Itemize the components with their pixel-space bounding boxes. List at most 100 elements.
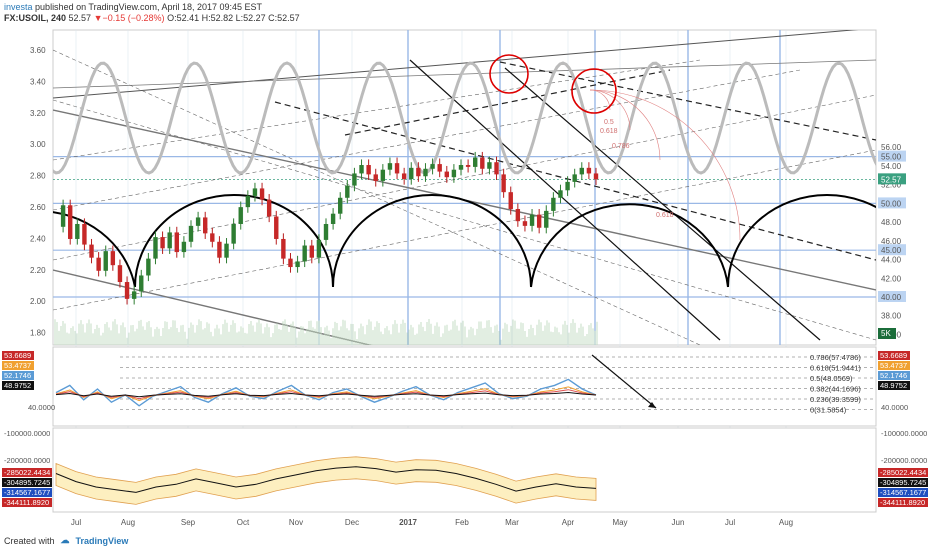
osc-value-1-1: 53.4737 (880, 361, 907, 370)
right-label-bg-1 (878, 150, 906, 162)
ind-value-2-1: -314567.1677 (880, 488, 926, 497)
black-dashed-up (344, 69, 671, 136)
osc-value-0-1: 53.6689 (880, 351, 907, 360)
osc-fib-label-5: 0(31.5854) (810, 406, 847, 415)
candle-body (281, 238, 286, 259)
left-tick-4: 2.80 (30, 172, 46, 181)
candle-body (110, 251, 116, 266)
ind-value-0-0: -285022.4434 (4, 468, 50, 477)
trendline-low-down (53, 269, 373, 345)
candle-body (423, 168, 428, 177)
tradingview-brand[interactable]: TradingView (75, 535, 129, 546)
highlight-circle-2 (571, 68, 617, 114)
price-axis-left: 3.60 3.40 3.20 3.00 2.80 2.60 2.40 2.20 2.00 1.80 (30, 46, 46, 338)
fib-label-1: 0.618 (600, 128, 618, 135)
candle-body (82, 223, 87, 245)
down-arrow-icon: ▼ (93, 13, 103, 23)
candle-body (444, 171, 449, 178)
fib-labels: 0.5 0.618 0.786 0.618 (600, 119, 674, 219)
osc-value-bg-1-1 (878, 361, 910, 370)
candle-body (480, 157, 485, 169)
price-candles (60, 151, 599, 305)
candle-body (536, 214, 542, 228)
indicator-lines (55, 456, 597, 505)
last-price-bg (878, 173, 906, 185)
osc-value-bg-3-0 (2, 381, 34, 390)
volume-badge-bg (878, 328, 896, 339)
candle-body (89, 244, 94, 258)
oscillator-arrowhead (648, 402, 656, 408)
candle-body (501, 174, 506, 193)
candle-body (579, 167, 584, 175)
right-tick-7: 45.00 (881, 246, 902, 255)
candle-body (316, 239, 322, 258)
candle-body (345, 185, 350, 198)
candle-body (416, 167, 421, 177)
ind-value-bg-3-0 (2, 498, 52, 507)
candle-body (75, 223, 80, 239)
right-tick-8: 44.00 (881, 256, 902, 265)
left-tick-3: 3.00 (30, 140, 46, 149)
candle-body (544, 210, 549, 228)
osc-line-3 (55, 391, 597, 398)
candle-body (366, 165, 371, 175)
candle-body (551, 197, 556, 211)
ind-value-bg-1-0 (2, 478, 52, 487)
ind-tick-left-1: -200000.0000 (4, 456, 50, 465)
osc-fib-label-3: 0.382(44.1696) (810, 385, 861, 394)
right-tick-5: 48.00 (881, 218, 902, 227)
indicator-panel: -285022.4434 -285022.4434-304895.7245 -304… (2, 427, 928, 513)
candle-body (68, 205, 73, 239)
candle-body (430, 164, 435, 169)
fib-label-2: 0.786 (612, 143, 630, 150)
osc-fib-label-2: 0.5(48.0569) (810, 374, 853, 383)
candle-body (487, 162, 492, 169)
footer: Created with ☁ TradingView (4, 535, 128, 546)
oscillator-lines (55, 378, 597, 407)
candle-body (224, 243, 229, 258)
candle-body (167, 232, 172, 249)
oscillator-arrow-line (591, 354, 657, 409)
osc-tick-left-0: 40.0000 (28, 403, 55, 412)
candle-body (380, 169, 386, 181)
ohlc-values: O:52.41 H:52.82 L:52.27 C:52.57 (167, 13, 300, 23)
osc-tick-right-0: 40.0000 (881, 403, 908, 412)
left-tick-2: 3.20 (30, 109, 46, 118)
fib-arc-2 (589, 89, 631, 131)
right-tick-2: 54.00 (881, 162, 902, 171)
author-name[interactable]: investa (4, 2, 33, 12)
candle-body (139, 275, 144, 292)
x-label-12: Jul (725, 518, 735, 527)
candle-body (160, 237, 165, 249)
x-label-11: Jun (672, 518, 685, 527)
candle-body (210, 233, 215, 242)
left-tick-9: 1.80 (30, 329, 46, 338)
candle-body (60, 205, 66, 227)
x-label-9: Apr (562, 518, 575, 527)
x-label-5: Dec (345, 518, 359, 527)
candle-body (565, 181, 570, 191)
x-label-0: Jul (71, 518, 81, 527)
osc-value-bg-2-0 (2, 371, 34, 380)
ind-value-bg-3-1 (878, 498, 928, 507)
right-tick-6: 46.00 (881, 237, 902, 246)
left-tick-0: 3.60 (30, 46, 46, 55)
osc-value-0-0: 53.6689 (4, 351, 31, 360)
candle-body (131, 291, 137, 299)
candle-body (203, 217, 208, 234)
fib-label-0: 0.5 (604, 119, 614, 126)
candle-body (508, 192, 513, 210)
osc-value-bg-2-1 (878, 371, 910, 380)
candle-body (266, 199, 272, 217)
price-panel-frame (52, 29, 877, 346)
candle-body (217, 241, 222, 258)
right-tick-9: 42.00 (881, 274, 902, 283)
ind-value-3-1: -344111.8920 (880, 498, 925, 507)
candle-body (181, 241, 187, 253)
candle-body (252, 188, 258, 196)
candle-body (586, 167, 592, 174)
left-tick-5: 2.60 (30, 203, 46, 212)
ind-value-bg-0-1 (878, 468, 928, 477)
